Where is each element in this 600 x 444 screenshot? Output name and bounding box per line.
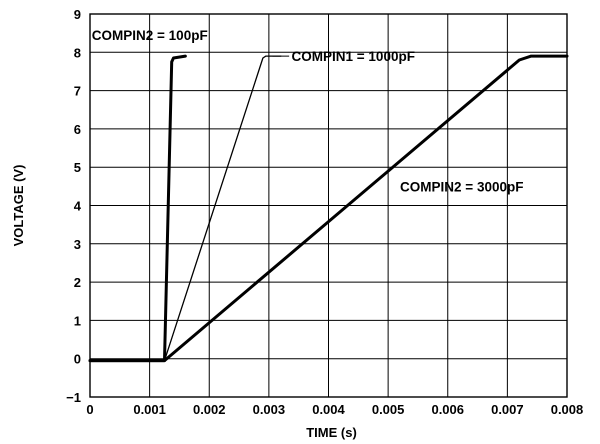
series-annotation: COMPIN1 = 1000pF [292,49,415,64]
y-tick-label: 4 [74,199,82,214]
x-tick-labels: 0 0.001 0.002 0.003 0.004 0.005 0.006 0.007 0.00… [86,402,583,417]
series-line-1 [88,54,187,363]
x-tick-label: 0.007 [491,402,524,417]
x-tick-label: 0.001 [133,402,166,417]
x-tick-label: 0.004 [312,402,345,417]
annotations: COMPIN2 = 100pF COMPIN1 = 1000pF COMPIN2 =… [92,28,524,194]
y-tick-label: 9 [74,7,81,22]
x-tick-label: 0.006 [431,402,464,417]
series-annotation: COMPIN2 = 100pF [92,28,208,43]
y-tick-label: 8 [74,45,81,60]
x-tick-label: 0.008 [551,402,584,417]
y-tick-label: 1 [74,313,81,328]
y-axis-label: VOLTAGE (V) [11,165,26,247]
x-tick-label: 0 [86,402,93,417]
y-tick-label: 0 [74,352,81,367]
series-annotation: COMPIN2 = 3000pF [400,179,523,194]
series-lines [88,54,569,363]
x-tick-label: 0.003 [253,402,286,417]
y-tick-label: 7 [74,84,81,99]
y-tick-labels: −1 0 1 2 3 4 5 6 7 8 9 [66,7,82,405]
series-line-3 [88,54,569,363]
x-tick-label: 0.005 [372,402,405,417]
series-line-2 [89,55,282,362]
y-tick-label: 3 [74,237,81,252]
y-tick-label: 6 [74,122,81,137]
y-tick-label: −1 [66,390,81,405]
x-axis-label: TIME (s) [306,425,357,440]
y-tick-label: 2 [74,275,81,290]
x-tick-label: 0.002 [193,402,226,417]
grid [90,14,567,397]
y-tick-label: 5 [74,160,81,175]
plot-frame [89,13,568,398]
